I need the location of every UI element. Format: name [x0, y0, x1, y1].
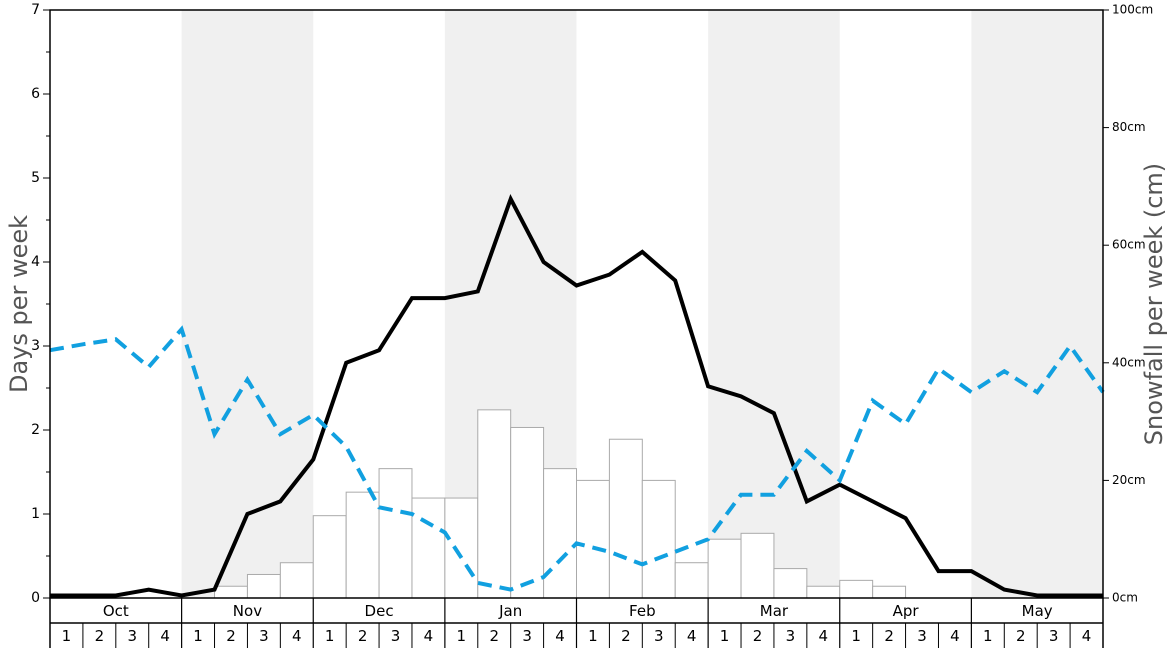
left-tick-label: 5	[31, 170, 40, 186]
week-label: 2	[753, 627, 763, 645]
week-label: 2	[95, 627, 105, 645]
left-axis: 0 1 2 3 4 5 6 7	[31, 2, 50, 606]
snowfall-bar	[214, 585, 248, 599]
snowfall-bar	[872, 585, 907, 599]
month-label: Jan	[498, 602, 522, 620]
right-axis: 0cm 20cm 40cm 60cm 80cm 100cm	[1103, 3, 1153, 605]
week-label: 4	[160, 627, 170, 645]
week-label: 1	[193, 627, 203, 645]
snowfall-bar	[345, 491, 380, 599]
month-label: Dec	[365, 602, 394, 620]
x-axis: Oct 1 2 3 4 Nov 1 2 3 4 Dec 1 2 3 4 Jan 1 2 3 4 Feb 1 2 3 4 Mar 1 2…	[49, 598, 1104, 648]
month-label: Mar	[760, 602, 789, 620]
month-shade-may	[971, 10, 1103, 598]
dashed-series-line	[49, 325, 1105, 592]
right-tick-label: 60cm	[1112, 238, 1146, 252]
right-tick-label: 40cm	[1112, 355, 1146, 369]
month-shade-nov	[181, 10, 314, 598]
month-label: Feb	[629, 602, 656, 620]
snowfall-bar	[641, 479, 676, 599]
month-label: Apr	[893, 602, 920, 620]
week-label: 2	[1016, 627, 1026, 645]
snowfall-bar	[839, 579, 874, 599]
right-tick-label: 100cm	[1112, 3, 1153, 17]
week-label: 4	[424, 627, 434, 645]
right-tick-label: 80cm	[1112, 120, 1146, 134]
month-shade-mar	[708, 10, 840, 598]
snowfall-bar	[312, 515, 347, 599]
week-label: 4	[819, 627, 829, 645]
week-label: 1	[851, 627, 861, 645]
week-label: 2	[358, 627, 368, 645]
snowfall-bar	[576, 479, 610, 599]
month-label: Nov	[233, 602, 262, 620]
left-tick-label: 7	[31, 2, 40, 18]
week-label: 3	[127, 627, 137, 645]
snowfall-bar	[444, 497, 479, 599]
right-tick-label: 20cm	[1112, 473, 1146, 487]
week-label: 1	[62, 627, 72, 645]
week-label: 1	[588, 627, 598, 645]
snowfall-bar	[707, 538, 742, 599]
week-label: 3	[391, 627, 401, 645]
snowfall-bar	[411, 497, 446, 599]
snowfall-bar	[477, 409, 512, 599]
week-label: 4	[292, 627, 302, 645]
snowfall-bar	[279, 562, 314, 599]
snowfall-bar	[608, 438, 643, 599]
left-tick-label: 0	[31, 590, 40, 606]
right-tick-label: 0cm	[1112, 591, 1138, 605]
week-label: 2	[884, 627, 894, 645]
week-label: 2	[226, 627, 236, 645]
week-label: 1	[983, 627, 993, 645]
month-label: May	[1022, 602, 1053, 620]
snowfall-bar	[674, 562, 709, 599]
week-label: 3	[1049, 627, 1059, 645]
left-tick-label: 4	[31, 254, 40, 270]
snowfall-bar	[773, 568, 808, 599]
week-label: 1	[720, 627, 730, 645]
week-label: 3	[917, 627, 927, 645]
week-label: 4	[555, 627, 565, 645]
week-label: 2	[489, 627, 499, 645]
snowfall-bar	[740, 532, 775, 599]
snowfall-bar	[806, 585, 841, 599]
week-label: 4	[687, 627, 697, 645]
left-axis-title: Days per week	[5, 215, 33, 393]
snowfall-bar	[543, 468, 577, 599]
left-tick-label: 6	[31, 86, 40, 102]
series-lines	[49, 194, 1105, 598]
month-label: Oct	[103, 602, 129, 620]
snowfall-bar	[246, 573, 281, 599]
week-label: 3	[522, 627, 532, 645]
snowfall-bar	[378, 468, 413, 599]
right-axis-title: Snowfall per week (cm)	[1140, 163, 1168, 445]
month-shading	[181, 10, 1103, 598]
week-label: 1	[325, 627, 335, 645]
snowfall-bars	[214, 409, 907, 599]
week-label: 3	[786, 627, 796, 645]
snowfall-bar	[510, 426, 545, 599]
solid-series-line	[50, 194, 1103, 598]
week-label: 3	[259, 627, 269, 645]
left-tick-label: 1	[31, 506, 40, 522]
week-label: 4	[1082, 627, 1092, 645]
left-tick-label: 2	[31, 422, 40, 438]
left-tick-label: 3	[31, 338, 40, 354]
week-label: 4	[950, 627, 960, 645]
week-label: 1	[457, 627, 467, 645]
week-label: 2	[621, 627, 631, 645]
week-label: 3	[654, 627, 664, 645]
